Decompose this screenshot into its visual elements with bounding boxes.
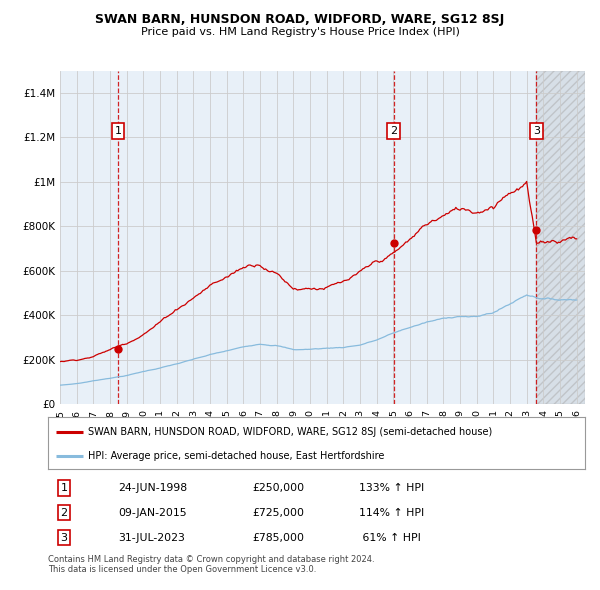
Text: 2: 2 (390, 126, 397, 136)
Text: 31-JUL-2023: 31-JUL-2023 (118, 533, 185, 543)
Text: 09-JAN-2015: 09-JAN-2015 (118, 508, 187, 517)
Text: 24-JUN-1998: 24-JUN-1998 (118, 483, 187, 493)
Text: 114% ↑ HPI: 114% ↑ HPI (359, 508, 425, 517)
Text: SWAN BARN, HUNSDON ROAD, WIDFORD, WARE, SG12 8SJ (semi-detached house): SWAN BARN, HUNSDON ROAD, WIDFORD, WARE, … (88, 427, 493, 437)
Text: 133% ↑ HPI: 133% ↑ HPI (359, 483, 425, 493)
Text: Price paid vs. HM Land Registry's House Price Index (HPI): Price paid vs. HM Land Registry's House … (140, 27, 460, 37)
Text: 3: 3 (533, 126, 540, 136)
Bar (113, 71, 123, 404)
Bar (532, 71, 541, 404)
Text: 1: 1 (61, 483, 68, 493)
Text: £785,000: £785,000 (252, 533, 304, 543)
Bar (536, 71, 585, 404)
Text: 2: 2 (61, 508, 68, 517)
Text: Contains HM Land Registry data © Crown copyright and database right 2024.
This d: Contains HM Land Registry data © Crown c… (48, 555, 374, 574)
Bar (389, 71, 399, 404)
Text: 1: 1 (115, 126, 121, 136)
Text: HPI: Average price, semi-detached house, East Hertfordshire: HPI: Average price, semi-detached house,… (88, 451, 385, 461)
Text: £725,000: £725,000 (252, 508, 304, 517)
Text: 61% ↑ HPI: 61% ↑ HPI (359, 533, 421, 543)
Text: SWAN BARN, HUNSDON ROAD, WIDFORD, WARE, SG12 8SJ: SWAN BARN, HUNSDON ROAD, WIDFORD, WARE, … (95, 13, 505, 26)
Text: £250,000: £250,000 (252, 483, 304, 493)
Text: 3: 3 (61, 533, 68, 543)
